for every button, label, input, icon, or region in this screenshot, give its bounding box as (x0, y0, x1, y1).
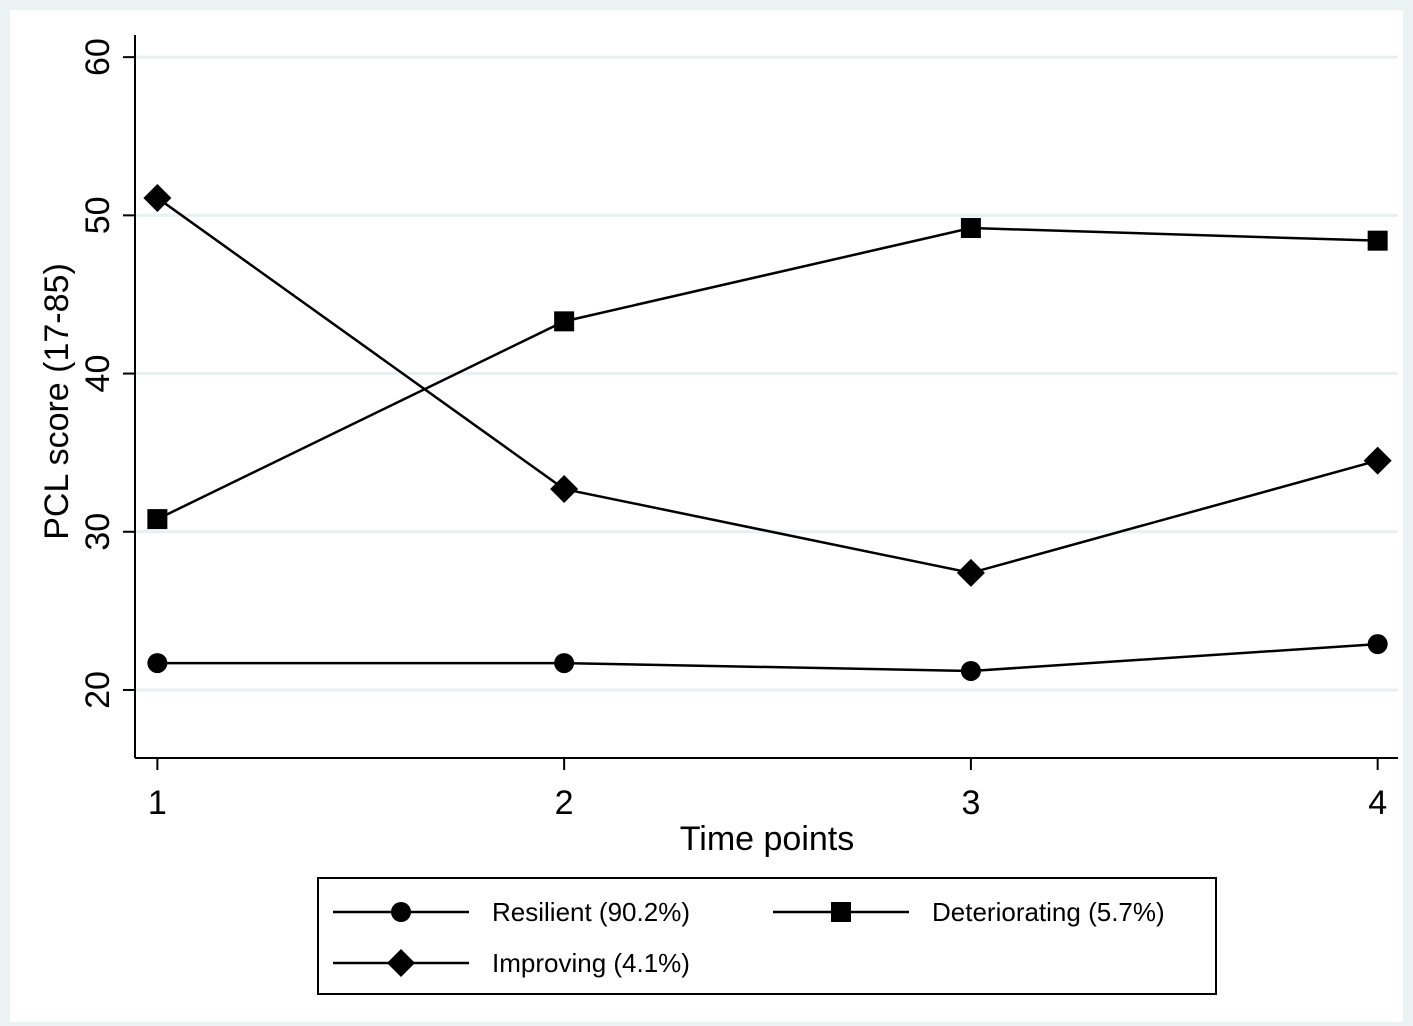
data-point-square (1367, 230, 1388, 251)
legend-box (317, 877, 1217, 995)
data-point-circle (1367, 634, 1388, 655)
plot-area (10, 10, 1403, 1022)
legend: Resilient (90.2%) Deteriorating (5.7%) Imp… (317, 877, 1217, 995)
legend-marker-circle (391, 902, 411, 922)
legend-label: Deteriorating (5.7%) (932, 897, 1165, 927)
x-tick-label: 1 (148, 784, 167, 822)
data-point-circle (960, 660, 981, 681)
data-point-diamond (550, 475, 579, 504)
x-tick-label: 4 (1368, 784, 1387, 822)
y-tick-label: 30 (79, 513, 117, 551)
series-1 (147, 218, 1388, 530)
series (143, 183, 1392, 681)
series-0 (147, 634, 1388, 681)
legend-item: Improving (4.1%) (333, 948, 690, 978)
legend-item: Resilient (90.2%) (333, 897, 690, 927)
data-point-circle (554, 653, 575, 674)
legend-marker-diamond (387, 949, 415, 977)
tick-labels: 20 30 40 50 60 1 2 3 4 (79, 38, 1387, 822)
data-point-diamond (956, 558, 985, 587)
series-line (156, 196, 1378, 575)
series-line (156, 226, 1378, 521)
data-point-square (960, 218, 981, 239)
y-axis-title: PCL score (17-85) (38, 263, 76, 540)
y-tick-label: 20 (79, 671, 117, 709)
x-axis-title: Time points (680, 820, 854, 858)
axes (123, 35, 1398, 770)
y-tick-label: 60 (79, 38, 117, 76)
legend-label: Improving (4.1%) (492, 948, 690, 978)
x-tick-label: 3 (961, 784, 980, 822)
series-2 (143, 183, 1392, 587)
data-point-circle (147, 653, 168, 674)
data-point-diamond (1363, 446, 1392, 475)
data-point-square (147, 509, 168, 530)
series-line (157, 642, 1378, 673)
legend-marker-square (831, 902, 851, 922)
y-tick-label: 40 (79, 355, 117, 393)
x-tick-label: 2 (555, 784, 574, 822)
data-point-diamond (143, 183, 172, 212)
y-tick-label: 50 (79, 196, 117, 234)
legend-label: Resilient (90.2%) (492, 897, 690, 927)
legend-item: Deteriorating (5.7%) (773, 897, 1165, 927)
data-point-square (554, 311, 575, 332)
